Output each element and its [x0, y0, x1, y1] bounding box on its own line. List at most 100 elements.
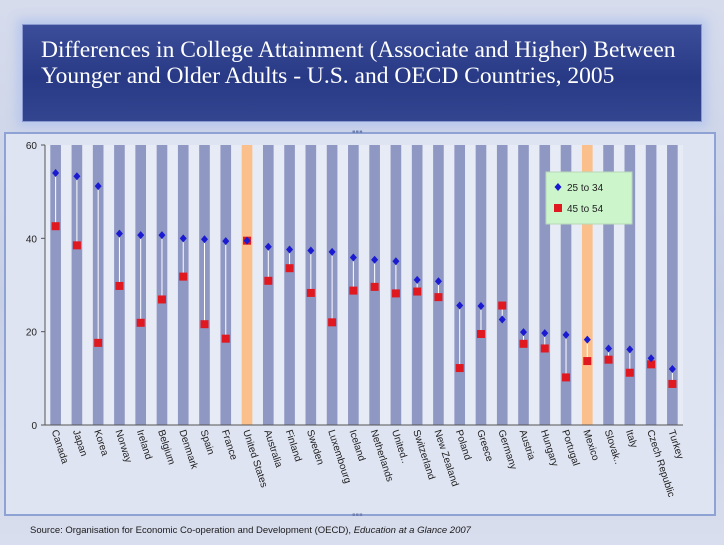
x-tick-label: Finland: [283, 429, 304, 464]
point-45-to-54: [625, 368, 634, 377]
category-band: [475, 145, 487, 425]
point-45-to-54: [306, 288, 315, 297]
point-25-to-34: [541, 329, 549, 338]
source-publication: Education at a Glance 2007: [353, 525, 471, 536]
category-band: [177, 145, 189, 425]
source-note: Source: Organisation for Economic Co-ope…: [30, 525, 471, 536]
point-25-to-34: [222, 237, 230, 246]
category-band: [241, 145, 253, 425]
top-resize-handle[interactable]: ▪▪▪: [352, 127, 363, 138]
point-45-to-54: [647, 360, 656, 369]
chart-frame: ▪▪▪ ▪▪▪ 0 20 40 60 Canada Japan Korea Norway Ire…: [4, 127, 716, 521]
category-band: [603, 145, 614, 425]
x-tick-label: Norway: [113, 429, 134, 465]
point-25-to-34: [392, 257, 400, 266]
x-tick-label: Austria: [517, 429, 537, 462]
category-band: [645, 145, 657, 425]
legend-label-25-to-34: 25 to 34: [567, 183, 604, 194]
point-45-to-54: [157, 295, 166, 304]
x-tick-label: Poland: [453, 429, 473, 462]
x-tick-label: France: [219, 429, 239, 462]
point-25-to-34: [605, 344, 613, 353]
point-45-to-54: [115, 281, 124, 290]
category-band: [624, 145, 636, 425]
point-45-to-54: [604, 355, 613, 364]
point-25-to-34: [562, 330, 570, 339]
x-tick-label: Greece: [474, 429, 495, 464]
category-band: [496, 145, 508, 425]
category-band: [539, 145, 551, 425]
category-band: [284, 145, 295, 425]
bottom-resize-handle[interactable]: ▪▪▪: [352, 510, 363, 521]
point-25-to-34: [286, 245, 294, 254]
point-45-to-54: [136, 318, 145, 327]
point-25-to-34: [413, 275, 421, 284]
point-45-to-54: [498, 301, 507, 310]
x-tick-label: Slovak..: [602, 429, 623, 466]
x-tick-label: Germany: [495, 429, 518, 472]
x-tick-label: Hungary: [538, 429, 560, 468]
point-25-to-34: [456, 301, 464, 310]
point-45-to-54: [583, 357, 592, 366]
point-45-to-54: [264, 276, 273, 285]
point-45-to-54: [370, 282, 379, 291]
point-45-to-54: [349, 286, 358, 295]
point-45-to-54: [179, 272, 188, 281]
x-tick-label: Belgium: [155, 429, 177, 467]
x-tick-label: Japan: [70, 429, 89, 458]
point-25-to-34: [201, 235, 208, 244]
point-25-to-34: [434, 277, 442, 286]
x-tick-label: Korea: [91, 429, 110, 458]
point-45-to-54: [200, 320, 209, 329]
point-25-to-34: [668, 365, 676, 373]
point-45-to-54: [562, 373, 571, 382]
x-tick-label: Spain: [198, 429, 216, 457]
point-25-to-34: [498, 315, 506, 324]
x-tick-label: Iceland: [347, 429, 367, 463]
point-45-to-54: [328, 318, 337, 327]
point-25-to-34: [626, 345, 634, 354]
x-tick-label: Switzerland: [410, 429, 436, 482]
point-45-to-54: [94, 338, 103, 347]
point-45-to-54: [519, 339, 528, 348]
point-25-to-34: [328, 247, 336, 256]
x-tick-label: United..: [389, 429, 410, 465]
point-25-to-34: [477, 302, 485, 310]
point-45-to-54: [540, 344, 549, 353]
point-25-to-34: [115, 229, 123, 238]
point-45-to-54: [72, 241, 81, 250]
title-banner: Differences in College Attainment (Assoc…: [22, 24, 702, 122]
legend-swatch-45-to-54: [554, 204, 562, 212]
x-tick-label: Portugal: [559, 429, 581, 468]
y-tick-label: 20: [26, 328, 38, 339]
category-band: [71, 145, 83, 425]
x-tick-label: Mexico: [580, 429, 600, 463]
x-tick-label: Australia: [261, 429, 284, 470]
point-25-to-34: [94, 182, 102, 191]
x-tick-label: Canada: [49, 429, 70, 466]
category-band: [262, 145, 274, 425]
point-45-to-54: [413, 287, 422, 296]
y-tick-label: 40: [26, 234, 38, 245]
point-25-to-34: [137, 231, 145, 240]
point-25-to-34: [264, 242, 272, 251]
point-45-to-54: [434, 293, 443, 302]
source-prefix: Source: Organisation for Economic Co-ope…: [30, 525, 354, 536]
y-tick-label: 0: [31, 421, 37, 432]
category-band: [667, 145, 678, 425]
point-45-to-54: [391, 289, 400, 298]
x-tick-label: Turkey: [666, 429, 686, 461]
point-45-to-54: [51, 222, 60, 231]
x-tick-label: Denmark: [176, 429, 199, 472]
slide-title: Differences in College Attainment (Assoc…: [41, 37, 676, 89]
y-tick-label: 60: [26, 141, 38, 152]
attainment-chart: 0 20 40 60 Canada Japan Korea Norway Ireland Belg…: [26, 141, 686, 499]
point-25-to-34: [52, 169, 60, 177]
point-25-to-34: [243, 236, 251, 245]
x-tick-label: Sweden: [304, 429, 326, 467]
point-45-to-54: [221, 334, 230, 343]
point-25-to-34: [647, 354, 655, 363]
x-tick-label: Italy: [623, 429, 639, 450]
point-25-to-34: [179, 234, 187, 243]
point-25-to-34: [307, 246, 315, 255]
